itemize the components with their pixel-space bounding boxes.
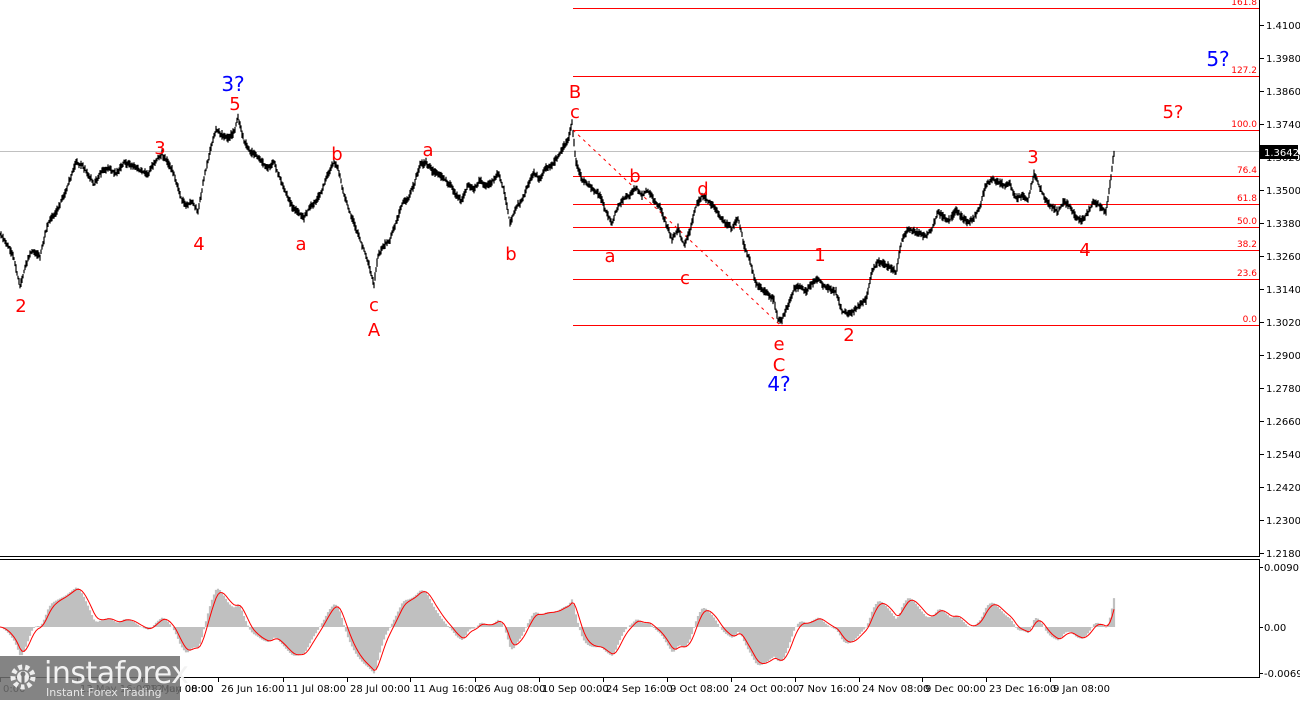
price-tick-label: 1.3380 [1266,219,1300,230]
wave-label: a [295,234,306,255]
time-tick-label: 24 Oct 00:00 [734,684,799,695]
wave-label: b [629,166,640,187]
price-tick-label: 1.2660 [1266,417,1300,428]
wave-label: 4 [1079,240,1090,261]
fib-level-label: 161.8 [1231,0,1257,8]
main-chart-panel [0,0,1260,557]
fib-level-label: 50.0 [1237,217,1257,227]
fib-level-label: 61.8 [1237,194,1257,204]
wave-label: 5? [1206,47,1229,71]
price-tick-label: 1.3020 [1266,318,1300,329]
wave-label: 4 [193,234,204,255]
wave-label: B [569,82,581,103]
wave-label: C [773,355,786,376]
fib-level-label: 76.4 [1237,166,1257,176]
oscillator-signal-line [0,588,1115,671]
wave-label: b [505,244,516,265]
wave-label: 2 [15,296,26,317]
instaforex-logo: instaforex Instant Forex Trading [0,656,189,700]
time-tick-label: 12 Jun 00:00 [150,684,214,695]
price-tick-label: 1.3740 [1266,120,1300,131]
osc-tick-label: 0.00 [1264,623,1286,634]
price-tick-label: 1.3860 [1266,87,1300,98]
fibonacci-retracement[interactable]: 161.8 127.2 100.0 76.4 61.8 50.0 38.2 23.6 0.0 [573,0,1259,326]
price-tick-label: 1.3260 [1266,252,1300,263]
price-tick-label: 1.3980 [1266,54,1300,65]
fib-level-label: 127.2 [1231,66,1257,76]
price-axis[interactable]: 1.41001.39801.38601.37401.36201.35001.33… [1259,21,1300,560]
price-tick-label: 1.2420 [1266,483,1300,494]
wave-label: 3 [154,138,165,159]
wave-label: b [331,144,342,165]
price-tick-label: 1.3140 [1266,285,1300,296]
fib-level-label: 23.6 [1237,269,1257,279]
wave-label: 3? [221,72,244,96]
wave-label: a [604,246,615,267]
wave-label: c [570,102,580,123]
wave-label: d [697,179,708,200]
wave-label: 5? [1162,102,1183,123]
fib-trend-line[interactable] [572,129,781,326]
current-price-tag: 1.3642 [1260,145,1299,159]
price-bars [0,113,1115,325]
wave-label: 2 [843,325,854,346]
time-tick-label: 23 Dec 16:00 [989,684,1056,695]
price-tick-label: 1.2180 [1266,549,1300,560]
price-tick-label: 1.2900 [1266,351,1300,362]
osc-tick-label: -0.00692 [1264,669,1300,680]
time-tick-label: 9 Jan 08:00 [1053,684,1110,695]
time-tick-label: 10 Sep 00:00 [542,684,609,695]
wave-label: 1 [814,245,825,266]
price-tick-label: 1.2540 [1266,450,1300,461]
wave-label: c [369,295,379,316]
time-tick-label: 26 Jun 16:00 [221,684,285,695]
wave-label: 5 [229,94,240,115]
wave-label: a [422,140,433,161]
wave-label: e [773,334,784,355]
time-tick-label: 9 Dec 00:00 [925,684,986,695]
wave-label: A [368,320,381,341]
time-tick-label: 24 Sep 16:00 [606,684,673,695]
time-tick-label: 9 Oct 08:00 [670,684,729,695]
price-tick-label: 1.4100 [1266,21,1300,32]
time-tick-label: 26 Aug 08:00 [478,684,545,695]
logo-tagline: Instant Forex Trading [46,686,162,699]
logo-name: instaforex [44,656,189,691]
current-price-label: 1.3642 [1264,148,1299,159]
price-tick-label: 1.3500 [1266,186,1300,197]
osc-tick-label: 0.00901 [1264,563,1300,574]
oscillator-histogram [0,587,1116,674]
time-tick-label: 24 Nov 08:00 [862,684,929,695]
price-series [0,113,1115,325]
wave-label: 3 [1027,147,1038,168]
fib-level-label: 100.0 [1231,120,1257,130]
wave-label: c [680,268,690,289]
fib-level-label: 38.2 [1237,240,1257,250]
oscillator-series [0,587,1116,674]
wave-label: 4? [767,372,790,396]
time-tick-label: 7 Nov 16:00 [798,684,859,695]
price-tick-label: 1.2300 [1266,516,1300,527]
time-tick-label: 28 Jul 00:00 [350,684,410,695]
oscillator-panel [0,559,1260,678]
gear-icon [10,664,36,690]
oscillator-axis: 0.00901 0.00 -0.00692 [1259,563,1300,680]
time-tick-label: 11 Aug 16:00 [413,684,480,695]
price-tick-label: 1.2780 [1266,384,1300,395]
fib-level-label: 0.0 [1243,315,1258,325]
time-tick-label: 11 Jul 08:00 [286,684,346,695]
